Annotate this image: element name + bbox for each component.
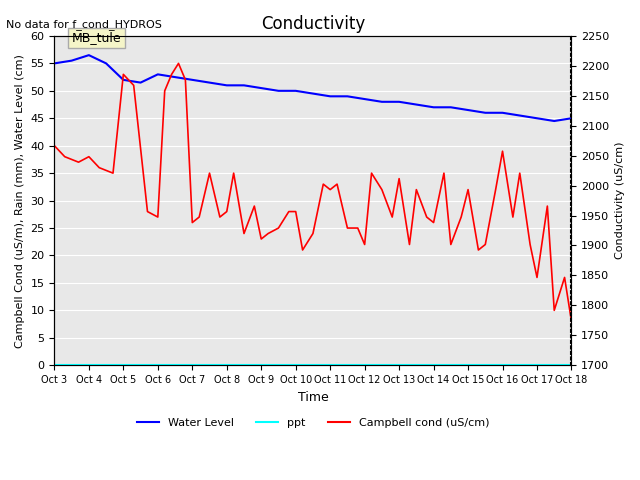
Text: MB_tule: MB_tule	[72, 31, 121, 45]
Title: Conductivity: Conductivity	[261, 15, 365, 33]
Y-axis label: Conductivity (uS/cm): Conductivity (uS/cm)	[615, 142, 625, 259]
Legend: Water Level, ppt, Campbell cond (uS/cm): Water Level, ppt, Campbell cond (uS/cm)	[132, 413, 493, 432]
Text: No data for f_cond_HYDROS: No data for f_cond_HYDROS	[6, 19, 163, 30]
Y-axis label: Campbell Cond (uS/m), Rain (mm), Water Level (cm): Campbell Cond (uS/m), Rain (mm), Water L…	[15, 54, 25, 348]
X-axis label: Time: Time	[298, 391, 328, 404]
